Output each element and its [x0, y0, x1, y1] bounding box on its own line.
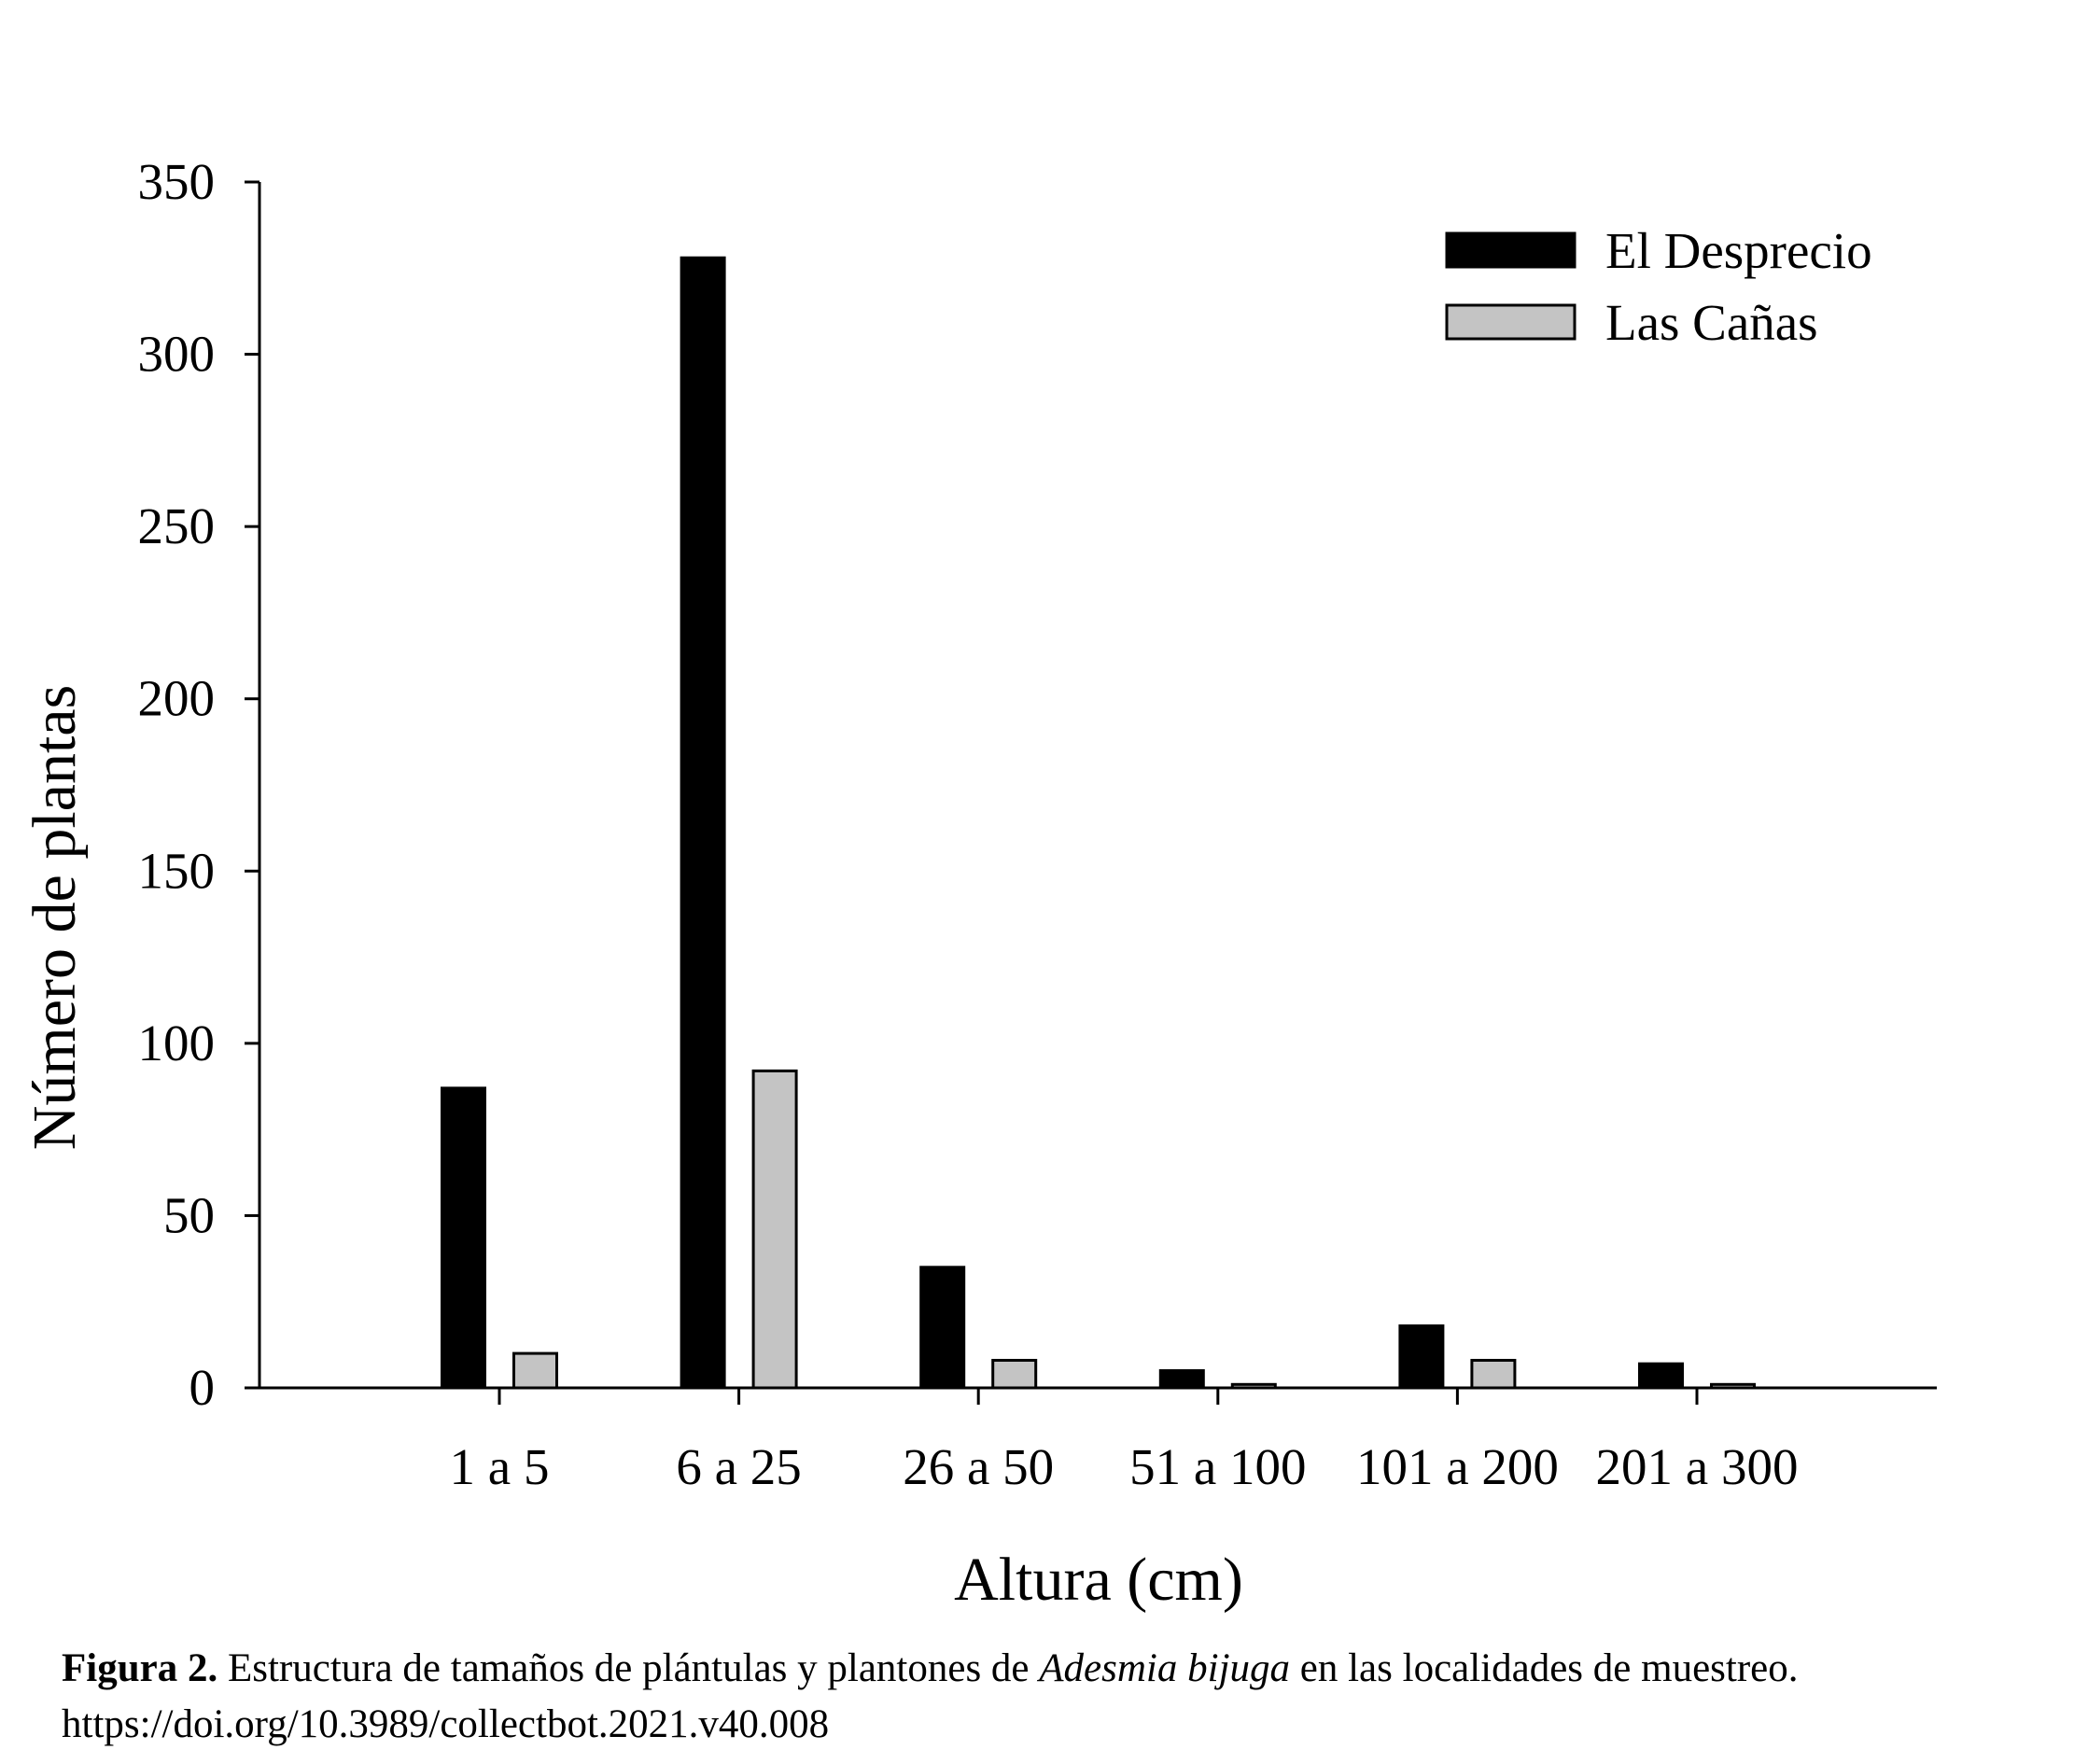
legend-label-el-desprecio: El Desprecio	[1605, 222, 1872, 279]
caption-text-before: Estructura de tamaños de plántulas y pla…	[217, 1646, 1040, 1690]
x-tick-label: 101 a 200	[1356, 1438, 1559, 1495]
x-axis-label: Altura (cm)	[954, 1546, 1243, 1614]
bar-las-canas-6-a-25	[751, 1069, 798, 1390]
bars	[441, 256, 1756, 1390]
legend: El Desprecio Las Cañas	[1445, 222, 1872, 351]
bar-el-desprecio-51-a-100	[1158, 1369, 1205, 1390]
x-tick-label: 201 a 300	[1596, 1438, 1799, 1495]
x-tick-label: 6 a 25	[676, 1438, 801, 1495]
y-tick-label: 150	[138, 842, 216, 899]
y-axis-label: Número de plantas	[21, 685, 89, 1151]
bar-el-desprecio-101-a-200	[1398, 1324, 1445, 1390]
bar-las-canas-1-a-5	[512, 1351, 558, 1390]
bar-las-canas-101-a-200	[1470, 1358, 1517, 1390]
bar-el-desprecio-201-a-300	[1638, 1362, 1684, 1390]
x-tick-label: 26 a 50	[903, 1438, 1054, 1495]
y-tick-label: 250	[138, 497, 216, 554]
y-tick-label: 50	[163, 1186, 215, 1243]
figure-label: Figura 2.	[62, 1646, 218, 1690]
bar-las-canas-26-a-50	[991, 1358, 1038, 1390]
caption-doi: https://doi.org/10.3989/collectbot.2021.…	[62, 1702, 830, 1746]
bar-chart: 0 50 100 150 200 250 300 350 1 a 5 6 a 25 26 a 50…	[21, 153, 1937, 1614]
y-tick-label: 200	[138, 670, 216, 727]
legend-swatch-las-canas	[1445, 303, 1577, 341]
x-tick-label: 51 a 100	[1129, 1438, 1306, 1495]
bar-el-desprecio-1-a-5	[441, 1086, 486, 1390]
y-tick-label: 0	[189, 1359, 216, 1416]
legend-label-las-canas: Las Cañas	[1605, 294, 1818, 351]
caption-species: Adesmia bijuga	[1039, 1646, 1291, 1690]
x-tick-label: 1 a 5	[450, 1438, 550, 1495]
y-tick-label: 300	[138, 326, 216, 383]
x-axis-ticks: 1 a 5 6 a 25 26 a 50 51 a 100 101 a 200 201 a…	[450, 1388, 1799, 1495]
caption-text-after: en las localidades de muestreo.	[1290, 1646, 1799, 1690]
y-tick-label: 350	[138, 153, 216, 210]
figure-caption: Figura 2. Estructura de tamaños de plánt…	[62, 1641, 2040, 1753]
y-axis-ticks: 0 50 100 150 200 250 300 350	[138, 153, 259, 1416]
bar-el-desprecio-6-a-25	[680, 256, 726, 1390]
legend-swatch-el-desprecio	[1445, 231, 1577, 269]
bar-el-desprecio-26-a-50	[919, 1266, 966, 1390]
y-tick-label: 100	[138, 1015, 216, 1071]
